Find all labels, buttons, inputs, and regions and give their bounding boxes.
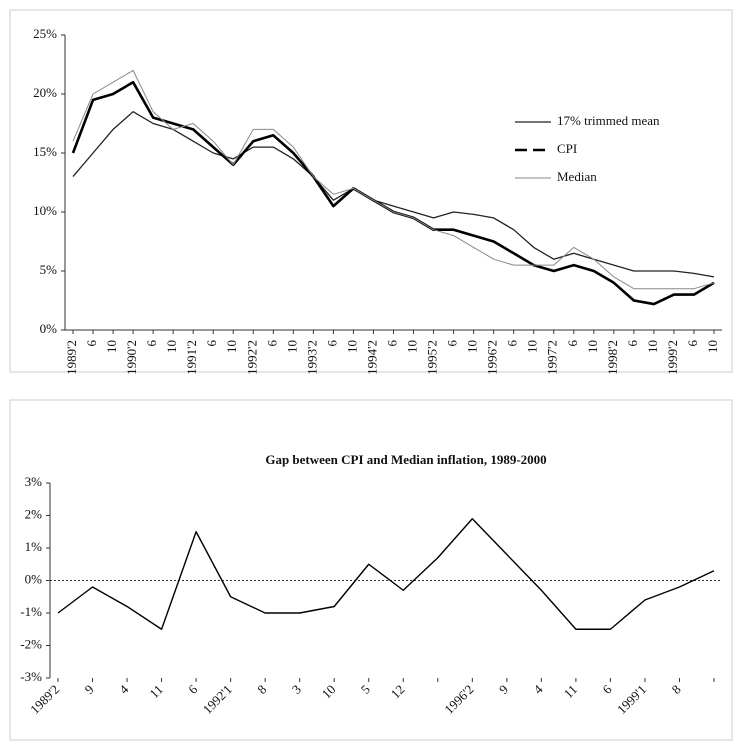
x-tick-label: 9 (496, 682, 511, 697)
x-tick-label: 1989'2 (64, 340, 79, 375)
y-tick-label: 1% (25, 539, 43, 554)
y-tick-label: 2% (25, 506, 43, 521)
x-tick-label: 4 (116, 681, 132, 697)
x-tick-label: 6 (445, 340, 460, 347)
x-tick-label: 4 (530, 681, 546, 697)
x-tick-label: 1994'2 (364, 340, 379, 375)
x-tick-label: 1991'2 (184, 340, 199, 375)
x-tick-label: 6 (144, 340, 159, 347)
x-tick-label: 1993'2 (304, 340, 319, 375)
y-tick-label: 0% (25, 571, 43, 586)
x-tick-label: 6 (84, 340, 99, 347)
x-tick-label: 6 (625, 340, 640, 347)
x-tick-label: 10 (164, 340, 179, 353)
y-tick-label: 0% (40, 321, 58, 336)
x-tick-label: 10 (344, 340, 359, 353)
series-line (72, 111, 715, 278)
x-tick-label: 8 (669, 682, 684, 697)
x-tick-label: 1995'2 (425, 340, 440, 375)
x-tick-label: 10 (319, 682, 339, 702)
x-tick-label: 1996'2 (441, 682, 476, 717)
x-tick-label: 8 (254, 682, 269, 697)
legend-label: 17% trimmed mean (557, 113, 660, 128)
x-tick-label: 6 (685, 340, 700, 347)
x-tick-label: 1998'2 (605, 340, 620, 375)
x-tick-label: 6 (565, 340, 580, 347)
x-tick-label: 6 (185, 681, 201, 697)
x-tick-label: 10 (284, 340, 299, 353)
x-tick-label: 10 (224, 340, 239, 353)
x-tick-label: 1992'1 (200, 682, 235, 717)
x-tick-label: 6 (204, 340, 219, 347)
legend-label: CPI (557, 141, 577, 156)
y-tick-label: 20% (33, 85, 57, 100)
series-line (72, 69, 715, 290)
x-tick-label: 11 (146, 682, 165, 701)
x-tick-label: 6 (505, 340, 520, 347)
series-line (57, 518, 715, 630)
y-tick-label: 25% (33, 26, 57, 41)
x-tick-label: 10 (645, 340, 660, 353)
x-tick-label: 9 (82, 682, 97, 697)
x-tick-label: 6 (324, 340, 339, 347)
x-tick-label: 1997'2 (545, 340, 560, 375)
y-tick-label: 3% (25, 474, 43, 489)
x-tick-label: 12 (388, 682, 408, 702)
x-tick-label: 1990'2 (124, 340, 139, 375)
x-tick-label: 6 (384, 340, 399, 347)
x-tick-label: 1999'2 (665, 340, 680, 375)
legend-label: Median (557, 169, 597, 184)
x-tick-label: 10 (104, 340, 119, 353)
x-tick-label: 10 (525, 340, 540, 353)
x-tick-label: 10 (705, 340, 720, 353)
x-tick-label: 1996'2 (485, 340, 500, 375)
y-tick-label: 15% (33, 144, 57, 159)
y-tick-label: -1% (20, 604, 42, 619)
x-tick-label: 1992'2 (244, 340, 259, 375)
x-tick-label: 6 (599, 681, 615, 697)
panel-frame (9, 399, 733, 741)
y-tick-label: -3% (20, 669, 42, 684)
x-tick-label: 10 (405, 340, 420, 353)
x-tick-label: 11 (561, 682, 580, 701)
y-tick-label: 5% (40, 262, 58, 277)
x-tick-label: 6 (264, 340, 279, 347)
x-tick-label: 3 (289, 682, 304, 697)
x-tick-label: 10 (585, 340, 600, 353)
x-tick-label: 10 (465, 340, 480, 353)
y-tick-label: 10% (33, 203, 57, 218)
x-tick-label: 1999'1 (614, 682, 649, 717)
chart-title: Gap between CPI and Median inflation, 19… (265, 452, 546, 467)
panel-frame (9, 9, 733, 373)
y-tick-label: -2% (20, 636, 42, 651)
x-tick-label: 1989'2 (27, 682, 62, 717)
x-tick-label: 5 (358, 682, 373, 697)
